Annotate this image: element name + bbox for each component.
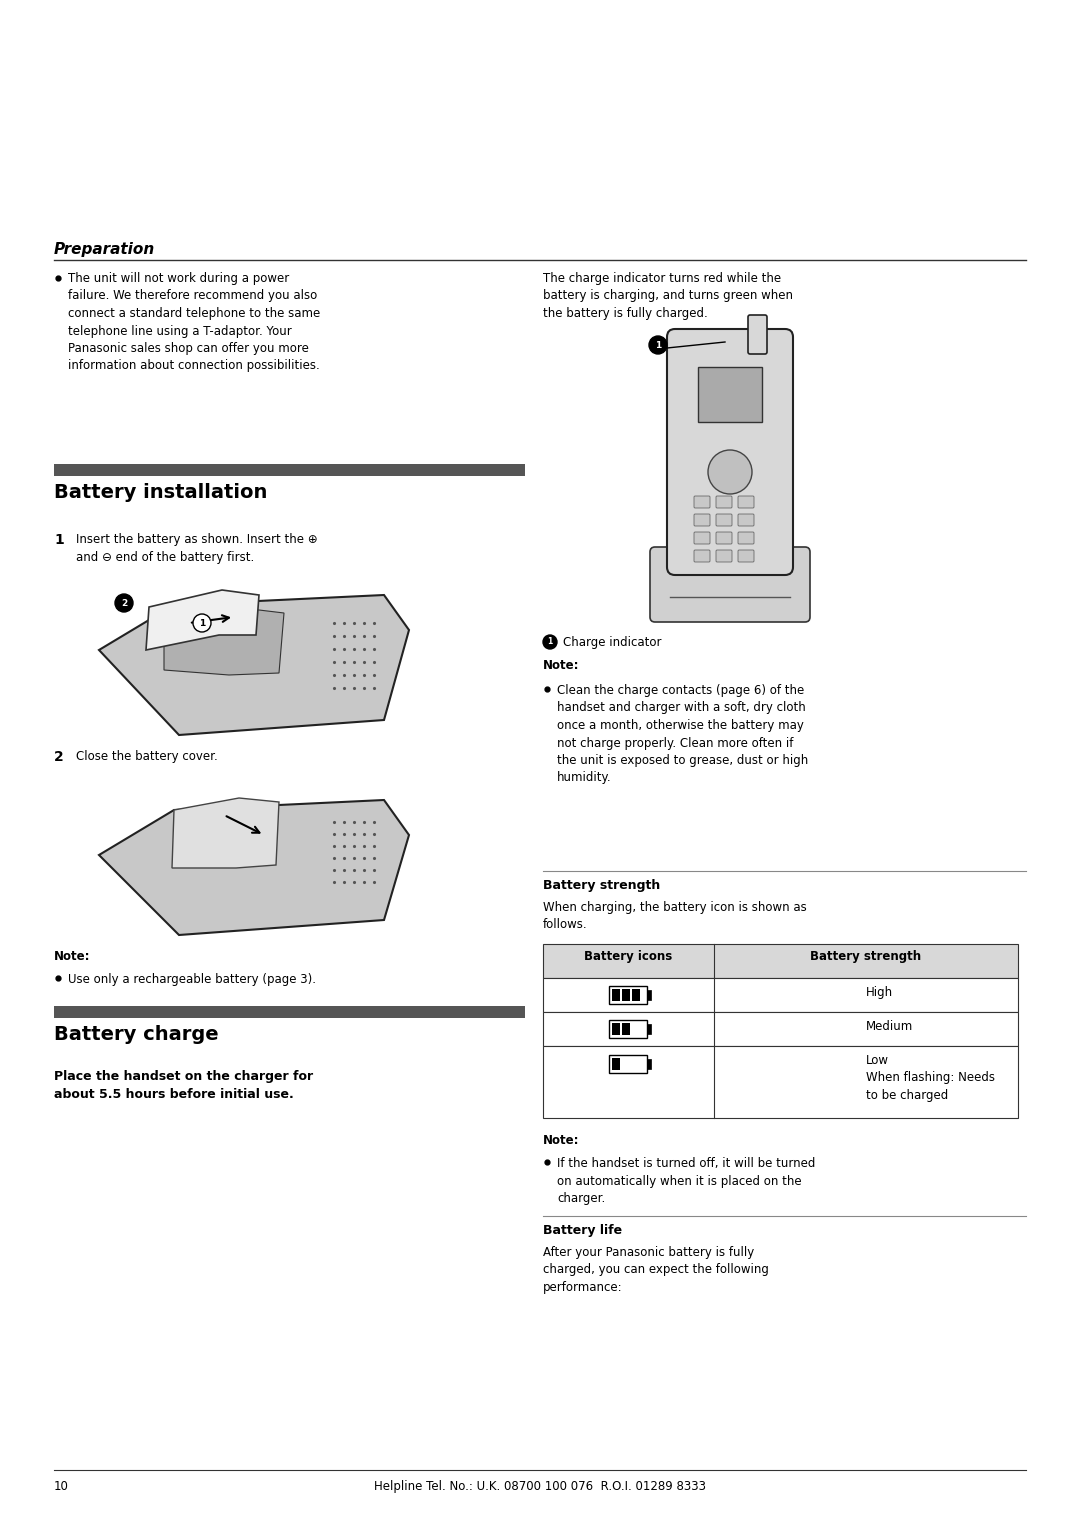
FancyBboxPatch shape [716, 497, 732, 507]
FancyBboxPatch shape [694, 550, 710, 562]
Text: 1: 1 [54, 533, 64, 547]
Text: When charging, the battery icon is shown as
follows.: When charging, the battery icon is shown… [543, 902, 807, 932]
Circle shape [193, 614, 211, 633]
Text: 2: 2 [54, 750, 64, 764]
Text: 10: 10 [54, 1481, 69, 1493]
Text: If the handset is turned off, it will be turned
on automatically when it is plac: If the handset is turned off, it will be… [557, 1157, 815, 1206]
Circle shape [543, 636, 557, 649]
Bar [622, 1024, 630, 1034]
Bar [698, 367, 762, 422]
FancyBboxPatch shape [738, 497, 754, 507]
Text: High: High [866, 986, 893, 999]
Bar [622, 989, 630, 1001]
FancyBboxPatch shape [716, 532, 732, 544]
Bar [632, 989, 640, 1001]
Bar [543, 944, 1018, 978]
Polygon shape [99, 801, 409, 935]
Bar [609, 1021, 647, 1038]
Polygon shape [172, 798, 279, 868]
Bar [543, 978, 1018, 1012]
Circle shape [649, 336, 667, 354]
FancyBboxPatch shape [694, 513, 710, 526]
FancyBboxPatch shape [667, 329, 793, 575]
Text: Battery strength: Battery strength [543, 879, 660, 892]
Text: Clean the charge contacts (page 6) of the
handset and charger with a soft, dry c: Clean the charge contacts (page 6) of th… [557, 685, 808, 784]
FancyBboxPatch shape [716, 550, 732, 562]
FancyBboxPatch shape [738, 550, 754, 562]
Bar [612, 989, 620, 1001]
Text: Medium: Medium [866, 1021, 914, 1033]
FancyBboxPatch shape [694, 497, 710, 507]
Text: Close the battery cover.: Close the battery cover. [76, 750, 218, 762]
Text: Charge indicator: Charge indicator [563, 636, 661, 649]
Text: After your Panasonic battery is fully
charged, you can expect the following
perf: After your Panasonic battery is fully ch… [543, 1245, 769, 1294]
Bar [543, 1012, 1018, 1047]
FancyBboxPatch shape [716, 513, 732, 526]
Text: 2: 2 [121, 599, 127, 608]
Bar [612, 1057, 620, 1070]
Polygon shape [99, 594, 409, 735]
FancyBboxPatch shape [748, 315, 767, 354]
Text: 1: 1 [548, 637, 553, 646]
Bar [647, 1024, 651, 1034]
Text: Helpline Tel. No.: U.K. 08700 100 076  R.O.I. 01289 8333: Helpline Tel. No.: U.K. 08700 100 076 R.… [374, 1481, 706, 1493]
Text: Battery icons: Battery icons [584, 950, 672, 963]
Bar [647, 1059, 651, 1070]
Bar [54, 1005, 525, 1018]
Text: The charge indicator turns red while the
battery is charging, and turns green wh: The charge indicator turns red while the… [543, 272, 793, 319]
Text: Low
When flashing: Needs
to be charged: Low When flashing: Needs to be charged [866, 1054, 995, 1102]
Text: Note:: Note: [54, 950, 91, 963]
Text: Place the handset on the charger for
about 5.5 hours before initial use.: Place the handset on the charger for abo… [54, 1070, 313, 1100]
FancyBboxPatch shape [738, 532, 754, 544]
Bar [54, 465, 525, 477]
Bar [543, 1047, 1018, 1118]
Circle shape [708, 451, 752, 494]
Text: Battery strength: Battery strength [810, 950, 921, 963]
FancyBboxPatch shape [694, 532, 710, 544]
FancyBboxPatch shape [738, 513, 754, 526]
Text: Battery charge: Battery charge [54, 1025, 218, 1044]
Polygon shape [146, 590, 259, 649]
Text: The unit will not work during a power
failure. We therefore recommend you also
c: The unit will not work during a power fa… [68, 272, 321, 373]
Text: Insert the battery as shown. Insert the ⊕
and ⊖ end of the battery first.: Insert the battery as shown. Insert the … [76, 533, 318, 564]
Text: Note:: Note: [543, 659, 580, 672]
Text: Preparation: Preparation [54, 241, 156, 257]
Text: Battery installation: Battery installation [54, 483, 268, 503]
Bar [612, 1024, 620, 1034]
Bar [647, 990, 651, 999]
Text: 1: 1 [199, 619, 205, 628]
Text: 1: 1 [654, 341, 661, 350]
Bar [609, 1054, 647, 1073]
Text: Use only a rechargeable battery (page 3).: Use only a rechargeable battery (page 3)… [68, 973, 316, 986]
Circle shape [114, 594, 133, 613]
FancyBboxPatch shape [650, 547, 810, 622]
Text: Battery life: Battery life [543, 1224, 622, 1238]
Bar [609, 986, 647, 1004]
Text: Note:: Note: [543, 1134, 580, 1148]
Polygon shape [164, 607, 284, 675]
